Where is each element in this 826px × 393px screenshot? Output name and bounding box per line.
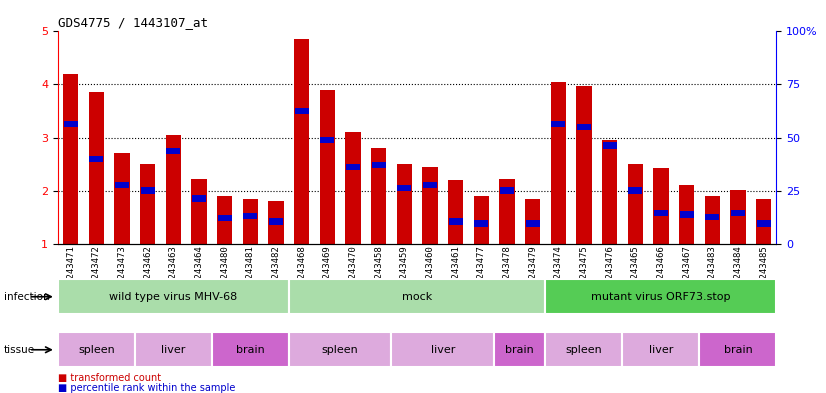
Bar bbox=[320, 90, 335, 244]
Bar bbox=[577, 86, 591, 244]
Bar bbox=[705, 196, 720, 244]
Bar bbox=[603, 142, 616, 149]
FancyBboxPatch shape bbox=[494, 332, 545, 367]
Bar bbox=[552, 121, 565, 127]
Bar bbox=[756, 198, 771, 244]
Text: ■ transformed count: ■ transformed count bbox=[58, 373, 161, 383]
Text: tissue: tissue bbox=[4, 345, 36, 355]
FancyBboxPatch shape bbox=[58, 332, 135, 367]
Bar bbox=[422, 167, 438, 244]
FancyBboxPatch shape bbox=[289, 332, 392, 367]
Bar bbox=[89, 156, 103, 162]
Bar bbox=[218, 215, 231, 221]
Bar bbox=[244, 213, 257, 219]
FancyBboxPatch shape bbox=[211, 332, 289, 367]
Text: spleen: spleen bbox=[322, 345, 358, 355]
Bar bbox=[140, 187, 154, 194]
Text: brain: brain bbox=[724, 345, 752, 355]
Text: liver: liver bbox=[161, 345, 186, 355]
Bar bbox=[654, 210, 668, 216]
Bar bbox=[243, 198, 258, 244]
FancyBboxPatch shape bbox=[545, 332, 623, 367]
Bar bbox=[653, 168, 669, 244]
Bar bbox=[64, 121, 78, 127]
Bar bbox=[165, 135, 181, 244]
Bar bbox=[217, 196, 232, 244]
FancyBboxPatch shape bbox=[392, 332, 494, 367]
Text: liver: liver bbox=[648, 345, 673, 355]
Bar bbox=[192, 195, 206, 202]
Bar bbox=[397, 185, 411, 191]
Bar bbox=[499, 179, 515, 244]
Bar bbox=[269, 218, 282, 224]
Bar bbox=[629, 187, 642, 194]
Bar bbox=[602, 140, 617, 244]
Bar bbox=[295, 108, 309, 114]
Bar bbox=[396, 164, 412, 244]
Bar bbox=[679, 185, 695, 244]
Bar bbox=[628, 164, 643, 244]
Bar bbox=[346, 163, 360, 170]
Text: mock: mock bbox=[402, 292, 432, 302]
Bar bbox=[371, 148, 387, 244]
Bar bbox=[525, 220, 539, 227]
FancyBboxPatch shape bbox=[58, 279, 289, 314]
Text: wild type virus MHV-68: wild type virus MHV-68 bbox=[109, 292, 237, 302]
Bar bbox=[423, 182, 437, 189]
FancyBboxPatch shape bbox=[700, 332, 776, 367]
Bar bbox=[730, 189, 746, 244]
FancyBboxPatch shape bbox=[623, 332, 700, 367]
Bar bbox=[449, 218, 463, 224]
Text: infection: infection bbox=[4, 292, 50, 302]
Bar bbox=[320, 137, 335, 143]
Bar bbox=[705, 214, 719, 220]
Bar bbox=[88, 92, 104, 244]
FancyBboxPatch shape bbox=[289, 279, 545, 314]
Bar bbox=[140, 164, 155, 244]
Text: GDS4775 / 1443107_at: GDS4775 / 1443107_at bbox=[58, 16, 208, 29]
Bar bbox=[474, 220, 488, 227]
Bar bbox=[525, 198, 540, 244]
Text: brain: brain bbox=[506, 345, 534, 355]
Text: spleen: spleen bbox=[78, 345, 115, 355]
Bar bbox=[551, 82, 566, 244]
Bar bbox=[268, 201, 283, 244]
Bar bbox=[192, 179, 206, 244]
Bar bbox=[372, 162, 386, 168]
Bar bbox=[345, 132, 361, 244]
Bar bbox=[294, 39, 309, 244]
FancyBboxPatch shape bbox=[135, 332, 211, 367]
Bar bbox=[680, 211, 694, 218]
Bar bbox=[757, 220, 771, 227]
FancyBboxPatch shape bbox=[545, 279, 776, 314]
Bar bbox=[115, 182, 129, 189]
Bar bbox=[448, 180, 463, 244]
Text: ■ percentile rank within the sample: ■ percentile rank within the sample bbox=[58, 383, 235, 393]
Bar bbox=[473, 196, 489, 244]
Bar bbox=[114, 153, 130, 244]
Text: mutant virus ORF73.stop: mutant virus ORF73.stop bbox=[591, 292, 731, 302]
Bar bbox=[63, 74, 78, 244]
Bar bbox=[166, 148, 180, 154]
Text: brain: brain bbox=[236, 345, 264, 355]
Bar bbox=[731, 210, 745, 216]
Bar bbox=[577, 124, 591, 130]
Bar bbox=[500, 187, 514, 194]
Text: liver: liver bbox=[430, 345, 455, 355]
Text: spleen: spleen bbox=[566, 345, 602, 355]
